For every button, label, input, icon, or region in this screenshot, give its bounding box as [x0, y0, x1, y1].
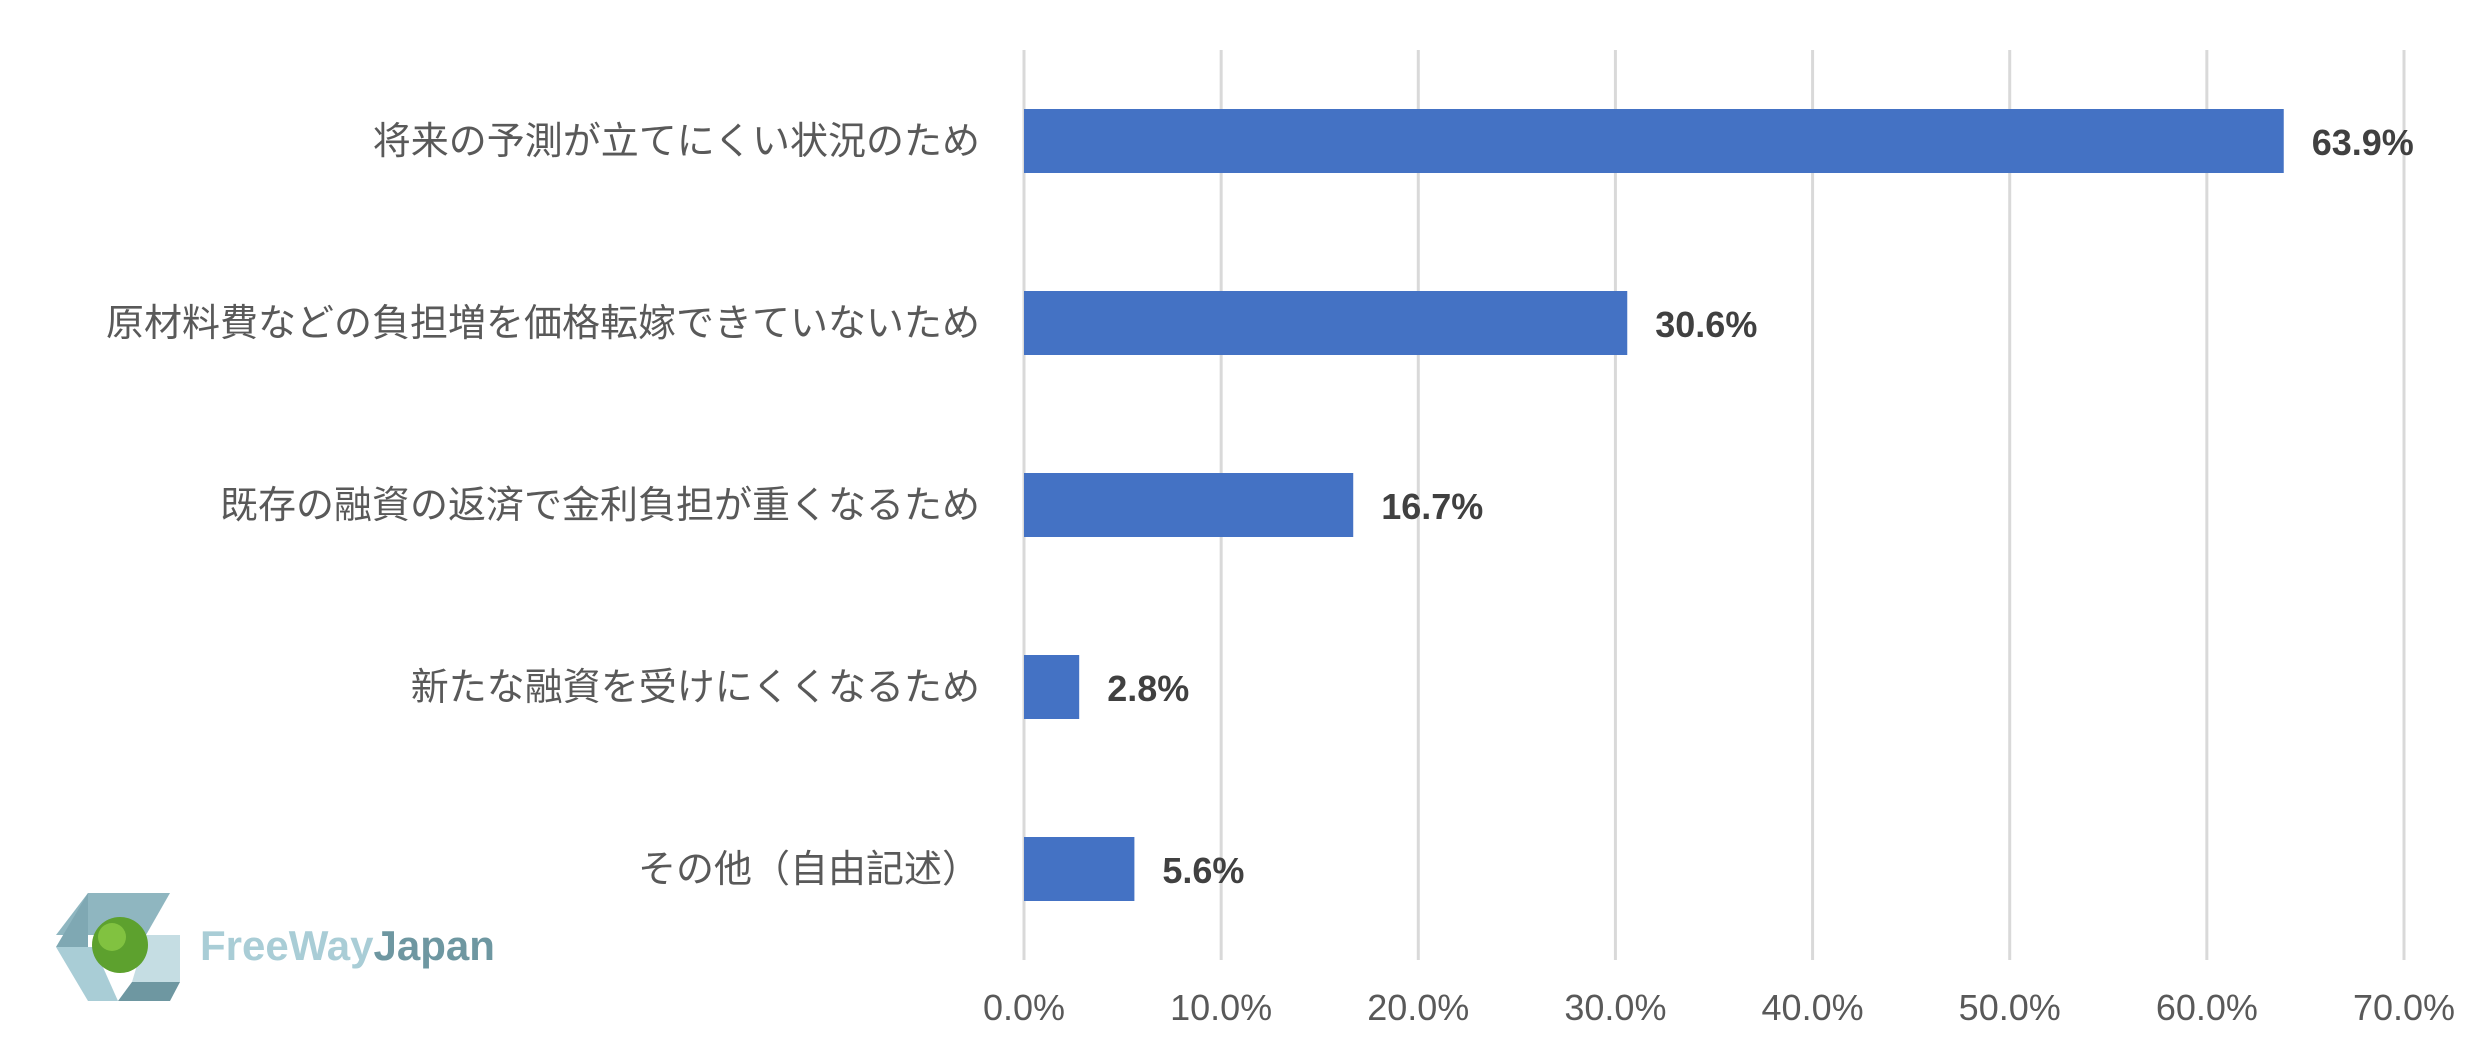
category-label: 原材料費などの負担増を価格転嫁できていないため: [106, 301, 980, 345]
bar: [1024, 291, 1628, 355]
logo-wordmark: FreeWayJapan: [200, 922, 495, 969]
category-label: 既存の融資の返済で金利負担が重くなるため: [220, 483, 980, 527]
x-tick-label: 20.0%: [1367, 987, 1469, 1028]
x-tick-label: 30.0%: [1564, 987, 1666, 1028]
x-tick-label: 60.0%: [2156, 987, 2258, 1028]
x-axis-ticks: 0.0% 10.0% 20.0% 30.0% 40.0% 50.0% 60.0% 70.0%: [983, 987, 2455, 1028]
x-tick-label: 40.0%: [1762, 987, 1864, 1028]
category-label: 新たな融資を受けにくくなるため: [411, 665, 980, 709]
bar: [1024, 473, 1354, 537]
category-labels: 将来の予測が立てにくい状況のため原材料費などの負担増を価格転嫁できていないため既…: [106, 119, 980, 891]
data-label: 5.6%: [1162, 850, 1244, 891]
x-tick-label: 50.0%: [1959, 987, 2061, 1028]
gridlines: [1022, 50, 2406, 960]
data-label: 16.7%: [1381, 486, 1483, 527]
bar: [1024, 655, 1080, 719]
bar: [1024, 109, 2284, 173]
x-tick-label: 0.0%: [983, 987, 1065, 1028]
freeway-japan-logo-icon: [56, 893, 180, 1001]
category-label: その他（自由記述）: [638, 847, 980, 891]
bar: [1024, 837, 1135, 901]
data-label: 2.8%: [1107, 668, 1189, 709]
x-tick-label: 70.0%: [2353, 987, 2455, 1028]
logo-word-dark: Japan: [374, 922, 495, 969]
data-label: 30.6%: [1655, 304, 1757, 345]
logo: FreeWayJapan: [56, 893, 495, 1001]
x-tick-label: 10.0%: [1170, 987, 1272, 1028]
data-label: 63.9%: [2312, 122, 2414, 163]
logo-word-light: FreeWay: [200, 922, 374, 969]
data-labels: 63.9% 30.6% 16.7% 2.8% 5.6%: [1107, 122, 2414, 891]
bars: [1024, 109, 2284, 901]
category-label: 将来の予測が立てにくい状況のため: [373, 119, 980, 163]
